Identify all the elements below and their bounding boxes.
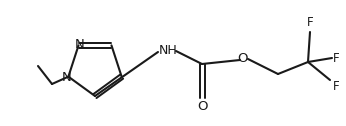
Text: F: F <box>333 52 339 65</box>
Text: F: F <box>333 80 339 92</box>
Text: F: F <box>307 15 313 28</box>
Text: O: O <box>237 52 247 65</box>
Text: NH: NH <box>158 43 177 56</box>
Text: N: N <box>62 71 71 84</box>
Text: O: O <box>197 100 207 113</box>
Text: N: N <box>75 38 84 51</box>
